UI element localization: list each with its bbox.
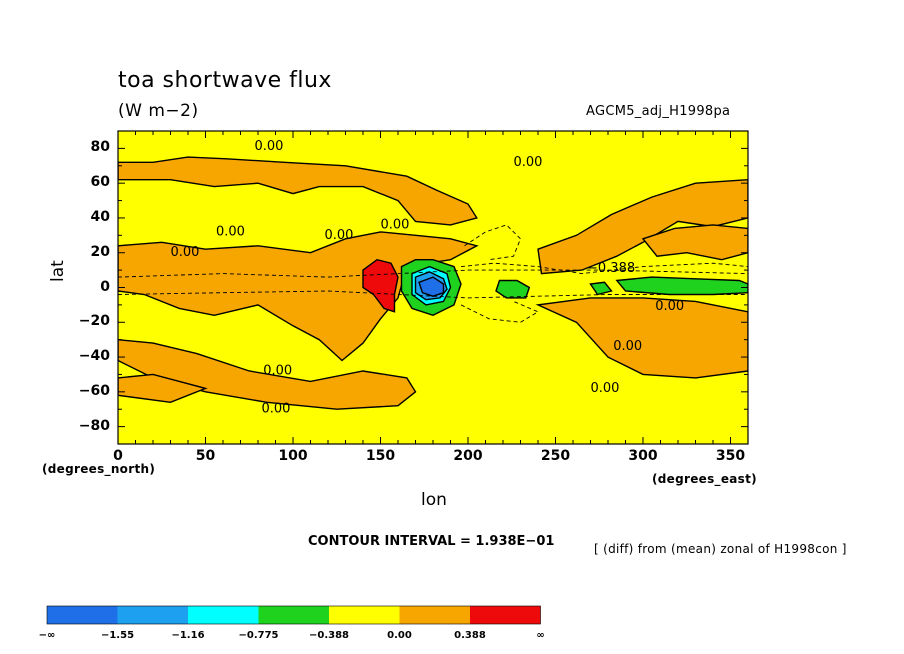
colorbar-label: −0.775	[238, 630, 279, 641]
colorbar-label: ∞	[536, 630, 545, 641]
x-subtitle-left: (degrees_north)	[42, 462, 156, 476]
y-tick-label: −20	[78, 313, 110, 330]
contour-label: 0.00	[216, 224, 245, 239]
y-tick-label: −60	[78, 382, 110, 399]
x-tick-label: 100	[278, 448, 308, 464]
contour-label: 0.00	[655, 299, 684, 314]
chart-units: (W m−2)	[118, 101, 199, 121]
y-axis-label: lat	[48, 260, 68, 282]
y-tick-label: −40	[78, 348, 110, 365]
colorbar-swatch	[258, 606, 329, 624]
region-orange-east-mid	[641, 224, 748, 261]
contour-label: 0.00	[325, 228, 354, 243]
dashed-contour-itcz-south	[118, 290, 748, 299]
x-tick-label: 200	[453, 448, 483, 464]
contour-label: 0.00	[381, 217, 410, 232]
region-blue-minimum	[418, 276, 445, 297]
colorbar-label: −1.55	[100, 630, 135, 641]
region-orange-northeast	[537, 178, 748, 275]
run-label: AGCM5_adj_H1998pa	[586, 104, 731, 119]
contour-label: 0.00	[263, 363, 292, 378]
axis-ticks	[117, 131, 749, 444]
x-tick-label: 300	[628, 448, 658, 464]
dashed-contour-itcz-north	[118, 269, 748, 278]
colorbar-label: −∞	[38, 630, 56, 641]
x-tick-label: 150	[365, 448, 396, 464]
region-green-east-1	[495, 279, 531, 299]
y-tick-label: 80	[90, 139, 110, 156]
colorbar-swatch	[188, 606, 259, 624]
diff-note: [ (diff) from (mean) zonal of H1998con ]	[594, 542, 847, 556]
chart-title: toa shortwave flux	[118, 68, 332, 93]
field-regions	[118, 156, 748, 410]
contour-label: −0.388	[587, 261, 635, 276]
colorbar-frame	[46, 605, 541, 625]
dashed-contour-pacific-ring	[464, 224, 522, 261]
y-tick-label: 20	[90, 243, 110, 260]
contour-interval-text: CONTOUR INTERVAL = 1.938E−01	[308, 534, 555, 549]
dashed-contour-south-pacific	[460, 300, 539, 323]
x-tick-label: 0	[113, 448, 123, 464]
colorbar-label: −1.16	[171, 630, 205, 641]
contour-lines	[118, 224, 748, 323]
colorbar	[46, 605, 541, 625]
region-green-east-3	[615, 276, 748, 296]
y-tick-label: 0	[100, 278, 110, 295]
colorbar-swatch	[117, 606, 188, 624]
x-subtitle-right: (degrees_east)	[652, 472, 757, 486]
y-tick-label: −80	[78, 417, 110, 434]
region-orange-southern-band	[118, 338, 417, 410]
contour-label-layer: 0.00 0.00 0.00 0.00 0.00 0.00 0.00 0.00 −0.388 0.…	[171, 139, 685, 417]
contour-label: 0.00	[255, 139, 284, 154]
x-tick-label: 350	[715, 448, 746, 464]
y-tick-label: 60	[90, 174, 110, 191]
y-tick-label: 40	[90, 208, 110, 225]
x-axis-label: lon	[421, 490, 447, 510]
region-orange-southeast	[535, 297, 748, 379]
colorbar-swatch	[399, 606, 470, 624]
region-orange-northern-band	[118, 156, 478, 226]
colorbar-label: 0.00	[387, 630, 412, 641]
region-red-maximum	[362, 258, 399, 313]
contour-label: 0.00	[591, 381, 620, 396]
colorbar-swatch	[47, 606, 118, 624]
colorbar-label: 0.388	[454, 630, 486, 641]
colorbar-swatch	[470, 606, 541, 624]
x-tick-label: 50	[195, 448, 216, 464]
contour-label: 0.00	[514, 155, 543, 170]
x-tick-label: 250	[540, 448, 571, 464]
dashed-contour-east-pacific	[460, 262, 748, 275]
contour-label: 0.00	[171, 245, 200, 260]
colorbar-swatch	[329, 606, 400, 624]
contour-label: 0.00	[613, 339, 642, 354]
contour-label: 0.00	[262, 402, 291, 417]
region-orange-south-small	[118, 373, 208, 404]
region-green-east-2	[589, 281, 613, 296]
colorbar-label: −0.388	[308, 630, 349, 641]
